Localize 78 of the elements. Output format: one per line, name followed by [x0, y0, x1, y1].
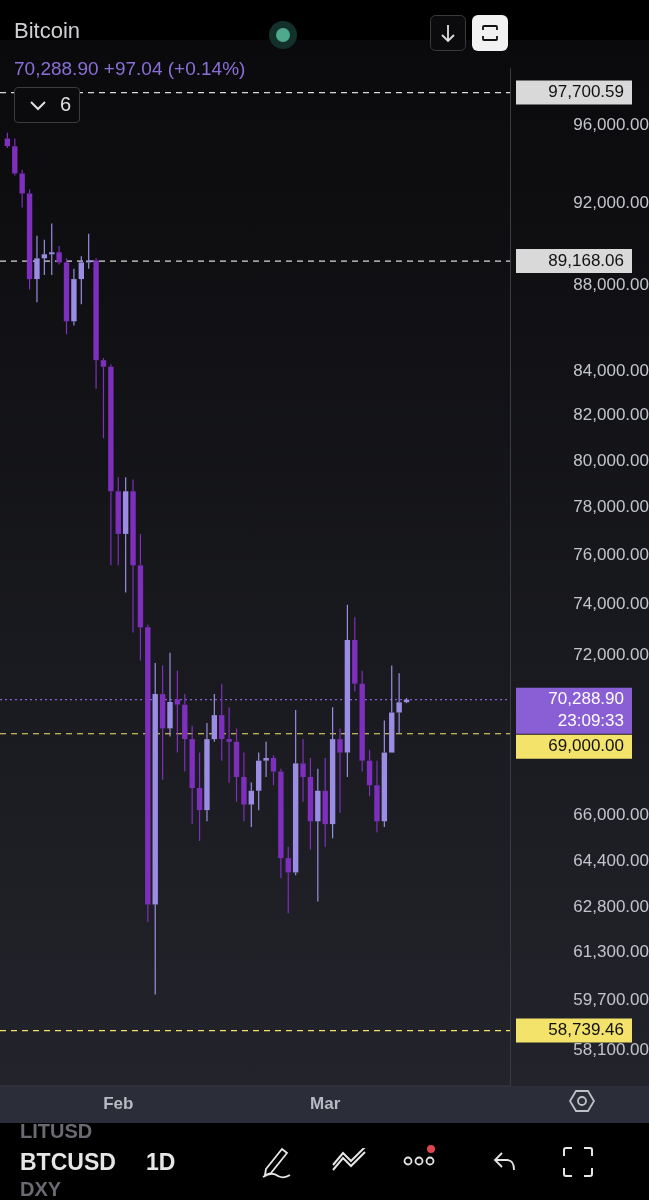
candlestick [152, 662, 158, 996]
candlestick [204, 722, 210, 822]
y-tick-label: 72,000.00 [573, 644, 649, 664]
candlestick [389, 664, 395, 753]
y-tick-label: 58,100.00 [573, 1040, 649, 1060]
candlestick [78, 255, 84, 305]
y-tick-label: 64,400.00 [573, 850, 649, 870]
ref-line-label: 70,288.90 23:09:33 [548, 689, 624, 731]
candlestick [352, 616, 358, 693]
candlestick [322, 757, 328, 848]
candlestick [122, 476, 129, 593]
text: DXY [20, 1178, 62, 1200]
y-tick-label: 66,000.00 [573, 805, 649, 825]
candlestick [100, 357, 107, 439]
annotation: 6 [60, 93, 72, 116]
candlestick [189, 725, 195, 825]
candlestick [159, 664, 166, 781]
candlestick [233, 727, 240, 803]
y-tick-label: 78,000.00 [573, 497, 649, 517]
candlestick [71, 268, 77, 327]
candlestick [167, 652, 173, 738]
candlestick [344, 604, 351, 778]
ref-line-label: 89,168.06 [548, 250, 624, 270]
text: BTCUSD [20, 1149, 116, 1176]
ref-line-label: 69,000.00 [548, 736, 624, 756]
y-tick-label: 88,000.00 [573, 275, 649, 295]
candlestick [145, 624, 151, 923]
candlestick [329, 706, 336, 839]
candlestick [174, 670, 181, 754]
y-tick-label: 61,300.00 [573, 941, 649, 961]
candlestick [137, 533, 144, 662]
candlestick [396, 672, 402, 735]
candlestick [93, 257, 99, 390]
candlestick [315, 768, 321, 903]
y-tick-label: 80,000.00 [573, 450, 649, 470]
y-tick-label: 62,800.00 [573, 897, 649, 917]
candlestick [130, 478, 136, 633]
candlestick [256, 751, 262, 811]
text: LITUSD [20, 1120, 93, 1143]
candlestick [300, 738, 306, 803]
candlestick [56, 245, 62, 266]
ref-line-label: 97,700.59 [548, 82, 624, 102]
candlestick [292, 709, 299, 876]
candlestick [211, 693, 218, 743]
candlestick [41, 239, 48, 276]
candlestick [307, 757, 314, 851]
candlestick [337, 727, 343, 814]
candlestick [182, 693, 188, 773]
y-tick-label: 76,000.00 [573, 545, 649, 565]
y-tick-label: 74,000.00 [573, 594, 649, 614]
y-tick-label: 84,000.00 [573, 360, 649, 380]
x-tick-label: Feb [103, 1093, 134, 1113]
candlestick [263, 741, 269, 778]
candlestick [108, 363, 114, 566]
candlestick [196, 751, 203, 842]
y-tick-label: 82,000.00 [573, 405, 649, 425]
candlestick [34, 235, 40, 303]
candlestick [49, 222, 55, 276]
candlestick [248, 781, 254, 828]
y-tick-label: 59,700.00 [573, 990, 649, 1010]
candlestick [278, 768, 284, 879]
candlestick [366, 749, 373, 797]
candlestick [226, 706, 232, 784]
x-tick-label: Mar [310, 1093, 341, 1113]
candlestick [381, 719, 388, 828]
candlestick [219, 683, 225, 762]
candlestick [359, 670, 365, 773]
candlestick [86, 233, 92, 270]
ref-line-label: 58,739.46 [548, 1020, 624, 1040]
annotation: 70,288.90 +97.04 (+0.14%) [14, 58, 246, 80]
candlestick [241, 751, 247, 822]
chart-title: Bitcoin [14, 18, 81, 44]
candlestick [115, 476, 121, 566]
text: 1D [146, 1149, 176, 1176]
candlestick [285, 846, 291, 914]
candlestick [374, 760, 380, 834]
y-tick-label: 96,000.00 [573, 114, 649, 134]
y-tick-label: 92,000.00 [573, 193, 649, 213]
